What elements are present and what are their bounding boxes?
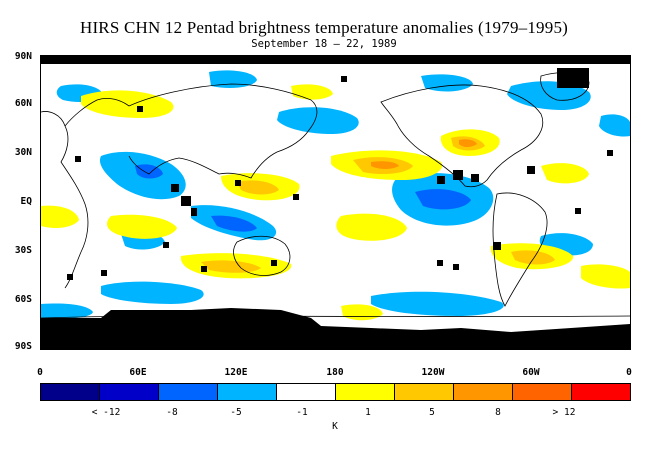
coast-greenland [540, 72, 590, 101]
chart-subtitle: September 18 – 22, 1989 [251, 38, 397, 50]
coast-africa-europe [41, 98, 130, 289]
lat-label-30n: 30N [14, 147, 32, 158]
colorbar-label-lt-12: < -12 [91, 407, 121, 418]
colorbar-swatch-1 [100, 384, 159, 400]
coast-australia [233, 235, 291, 276]
anomaly-map [40, 55, 631, 350]
colorbar-label-gt-12: > 12 [552, 407, 576, 418]
colorbar-swatch-3 [218, 384, 277, 400]
colorbar-swatch-6 [395, 384, 454, 400]
lon-label-120w: 120W [421, 367, 445, 378]
lat-label-90n: 90N [14, 51, 32, 62]
lat-label-30s: 30S [14, 245, 32, 256]
coast-asia [128, 83, 318, 179]
lon-label-0: 0 [37, 367, 43, 378]
colorbar-swatch-7 [454, 384, 513, 400]
lat-label-60n: 60N [14, 98, 32, 109]
lat-label-eq: EQ [20, 196, 32, 207]
lat-label-60s: 60S [14, 294, 32, 305]
colorbar-label-neg-1: -1 [296, 407, 308, 418]
colorbar-label-neg-5: -5 [230, 407, 242, 418]
coast-north-america [380, 84, 544, 188]
lat-label-90s: 90S [14, 341, 32, 352]
lon-label-0-end: 0 [626, 367, 632, 378]
colorbar-swatch-9 [572, 384, 630, 400]
colorbar-swatch-4 [277, 384, 336, 400]
colorbar-label-5: 5 [429, 407, 435, 418]
coast-south-america [492, 192, 548, 307]
missing-data-regions [41, 56, 630, 349]
anomaly-map-canvas [41, 56, 630, 349]
strong-warm-anomaly-regions [371, 139, 477, 169]
lon-label-120e: 120E [224, 367, 248, 378]
lon-label-180: 180 [326, 367, 344, 378]
coast-antarctica [41, 315, 630, 319]
chart-title: HIRS CHN 12 Pentad brightness temperatur… [79, 18, 569, 37]
lon-label-60e: 60E [129, 367, 147, 378]
colorbar-label-1: 1 [365, 407, 371, 418]
color-scale-bar [40, 383, 631, 401]
colorbar-swatch-2 [159, 384, 218, 400]
colorbar-swatch-0 [41, 384, 100, 400]
coastlines [41, 72, 630, 319]
colorbar-swatch-8 [513, 384, 572, 400]
colorbar-label-8: 8 [495, 407, 501, 418]
colorbar-label-neg-8: -8 [166, 407, 178, 418]
colorbar-swatch-5 [336, 384, 395, 400]
colorbar-unit: K [332, 421, 338, 432]
lon-label-60w: 60W [522, 367, 540, 378]
